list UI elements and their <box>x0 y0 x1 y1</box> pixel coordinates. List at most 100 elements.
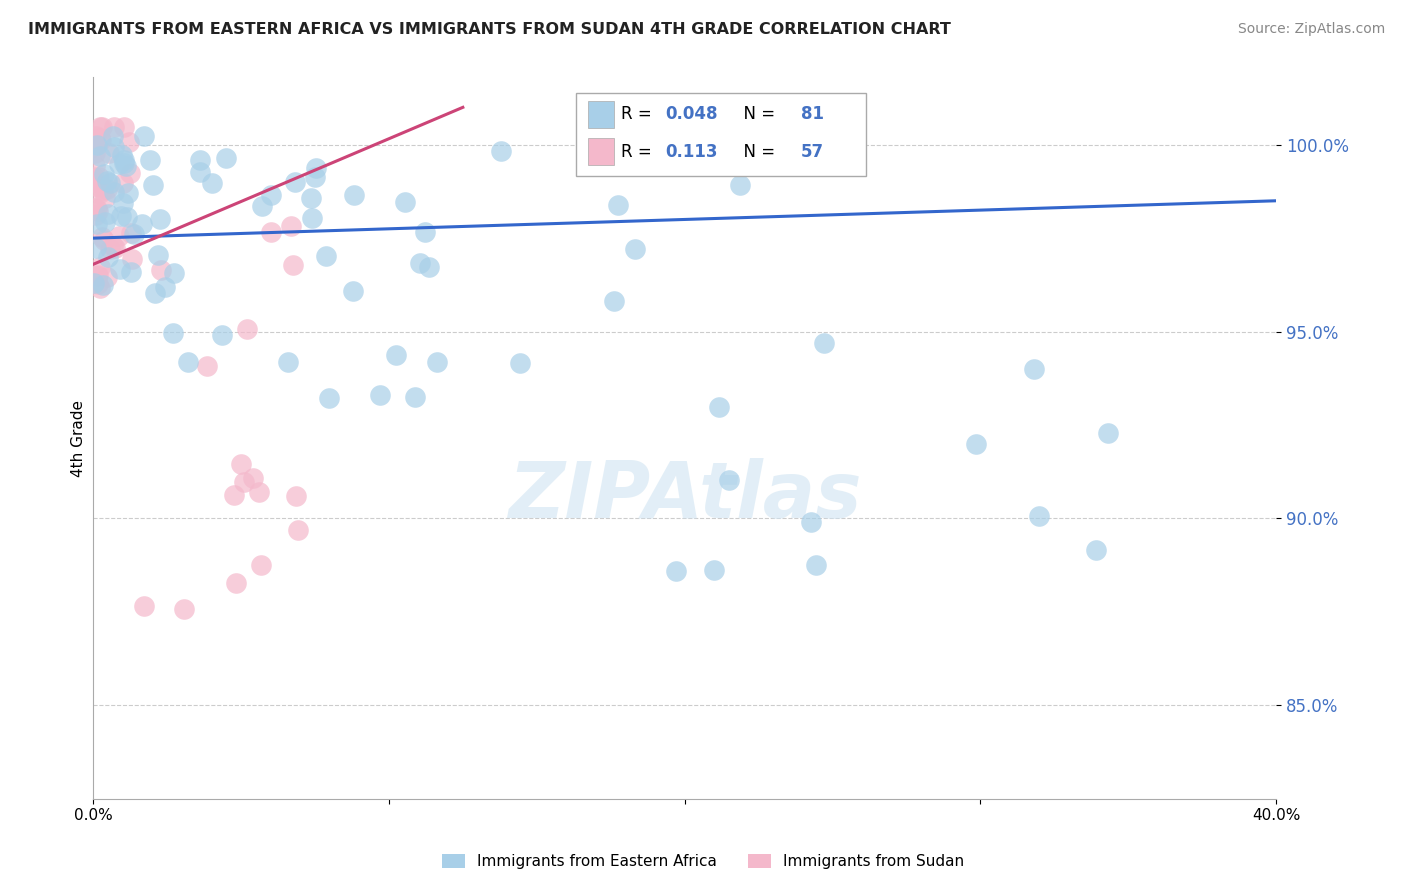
Point <box>103 128 125 143</box>
Point <box>150 263 173 277</box>
Point <box>83 146 105 161</box>
Text: 81: 81 <box>800 104 824 122</box>
Point <box>195 359 218 373</box>
Point <box>93 167 115 181</box>
Point <box>91 229 114 244</box>
Point <box>703 563 725 577</box>
Text: 0.048: 0.048 <box>665 104 718 122</box>
Point <box>132 599 155 613</box>
Point <box>93 183 115 197</box>
Point <box>143 285 166 300</box>
Point <box>804 558 827 573</box>
Point <box>728 178 751 192</box>
Point <box>83 169 105 184</box>
Point <box>84 128 107 143</box>
Point <box>368 387 391 401</box>
Point <box>418 260 440 274</box>
Y-axis label: 4th Grade: 4th Grade <box>72 400 86 476</box>
Point <box>90 133 112 147</box>
Point <box>89 149 111 163</box>
Point <box>104 241 127 255</box>
Point <box>89 260 111 274</box>
Point <box>86 218 108 232</box>
Point <box>107 157 129 171</box>
Point <box>117 210 139 224</box>
Point <box>89 131 111 145</box>
Point <box>284 175 307 189</box>
Point <box>108 262 131 277</box>
Point <box>89 280 111 294</box>
Point <box>98 242 121 256</box>
Point <box>260 226 283 240</box>
Point <box>120 166 142 180</box>
Point <box>304 169 326 184</box>
Point <box>118 135 141 149</box>
Point <box>188 165 211 179</box>
Point <box>163 266 186 280</box>
Point <box>301 211 323 226</box>
Point <box>120 226 142 240</box>
Point <box>201 177 224 191</box>
Point <box>139 153 162 168</box>
Point <box>342 284 364 298</box>
Point <box>117 186 139 201</box>
Point <box>413 225 436 239</box>
Point <box>318 391 340 405</box>
FancyBboxPatch shape <box>588 138 613 165</box>
Point <box>89 120 111 135</box>
Point <box>426 355 449 369</box>
Point <box>813 335 835 350</box>
Point <box>305 161 328 176</box>
Point <box>177 355 200 369</box>
Point <box>284 489 307 503</box>
Point <box>404 390 426 404</box>
Point <box>709 400 731 414</box>
Text: ZIPAtlas: ZIPAtlas <box>508 458 862 533</box>
Point <box>96 250 118 264</box>
Point <box>717 473 740 487</box>
Point <box>131 217 153 231</box>
Point <box>281 258 304 272</box>
Point <box>1084 542 1107 557</box>
Point <box>385 348 408 362</box>
Point <box>86 268 108 283</box>
Point <box>343 188 366 202</box>
Point <box>87 268 110 282</box>
Point <box>87 277 110 291</box>
Point <box>96 270 118 285</box>
Point <box>489 145 512 159</box>
Point <box>91 120 114 134</box>
Point <box>98 177 121 191</box>
Text: Source: ZipAtlas.com: Source: ZipAtlas.com <box>1237 22 1385 37</box>
Point <box>188 153 211 168</box>
Point <box>173 602 195 616</box>
Point <box>315 249 337 263</box>
Point <box>409 255 432 269</box>
Point <box>162 326 184 340</box>
Point <box>83 175 105 189</box>
Point <box>93 233 115 247</box>
Point <box>122 227 145 242</box>
Point <box>94 215 117 229</box>
Point <box>112 196 135 211</box>
Point <box>603 294 626 309</box>
Point <box>215 151 238 165</box>
Text: IMMIGRANTS FROM EASTERN AFRICA VS IMMIGRANTS FROM SUDAN 4TH GRADE CORRELATION CH: IMMIGRANTS FROM EASTERN AFRICA VS IMMIGR… <box>28 22 950 37</box>
Point <box>277 355 299 369</box>
Point <box>111 148 134 162</box>
Point <box>87 204 110 219</box>
Point <box>84 178 107 193</box>
Point <box>89 186 111 200</box>
Point <box>97 146 120 161</box>
Point <box>1024 361 1046 376</box>
Point <box>224 488 246 502</box>
Text: N =: N = <box>733 104 780 122</box>
Point <box>149 211 172 226</box>
Point <box>250 558 273 572</box>
Point <box>103 185 125 199</box>
Point <box>112 156 135 170</box>
Point <box>236 322 259 336</box>
Point <box>86 209 108 223</box>
Point <box>800 515 823 529</box>
Legend: Immigrants from Eastern Africa, Immigrants from Sudan: Immigrants from Eastern Africa, Immigran… <box>436 848 970 875</box>
